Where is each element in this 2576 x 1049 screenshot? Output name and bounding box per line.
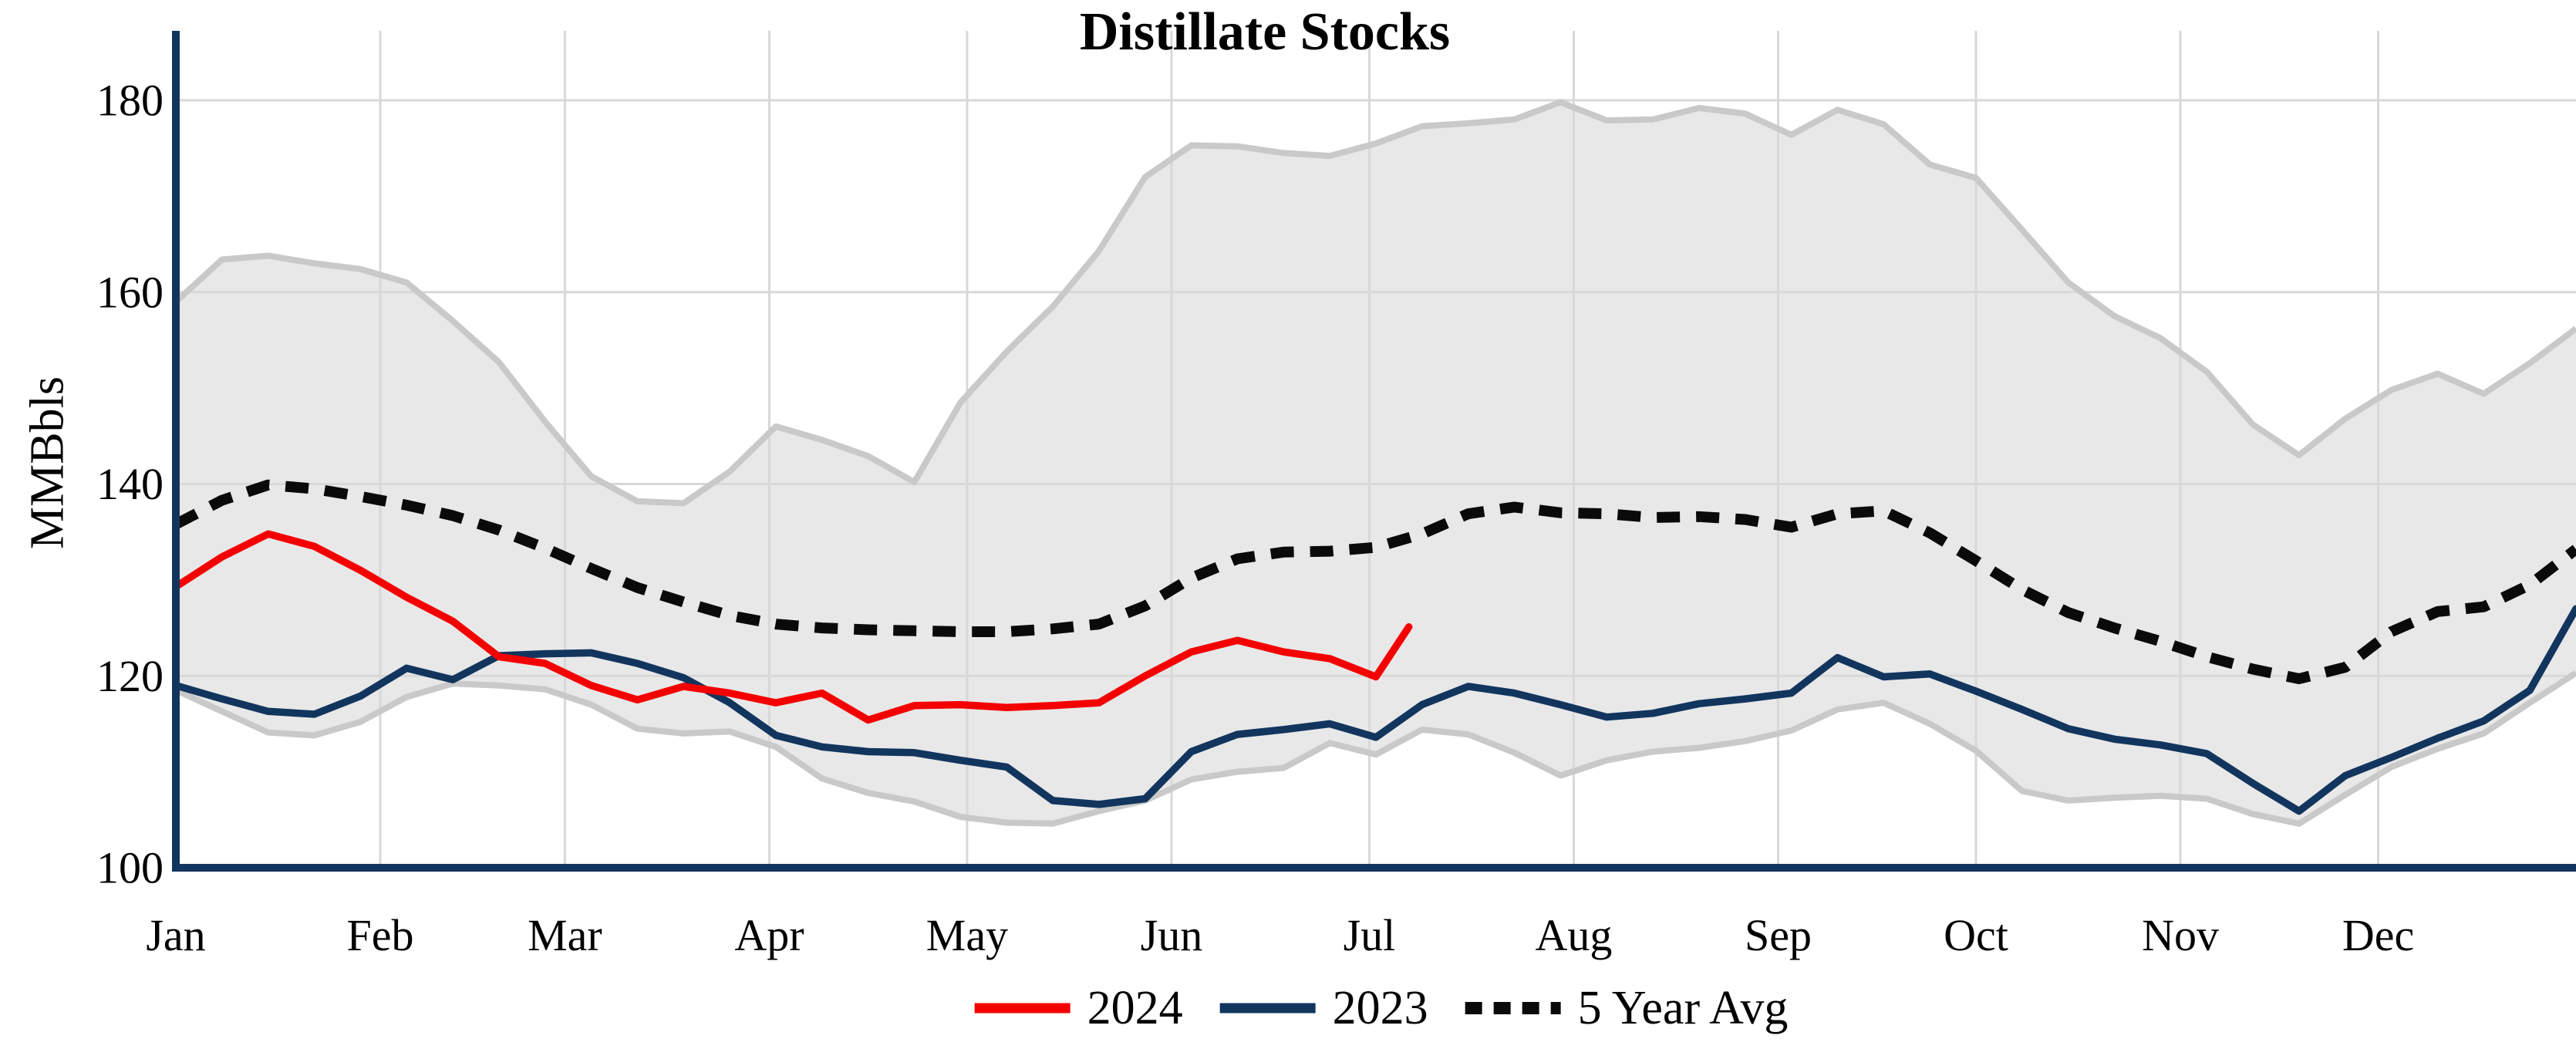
legend-label: 5 Year Avg [1577,982,1789,1034]
legend-swatch-line-1 [1219,1003,1316,1014]
five-year-range-band [176,102,2576,824]
legend-item-2023: 2023 [1219,984,1428,1032]
five-year-avg-line [173,479,2576,684]
chart-title: Distillate Stocks [1079,2,1451,62]
x-tick-label-Oct: Oct [1944,910,2008,960]
x-tick-label-Nov: Nov [2142,910,2219,960]
x-tick-label-Apr: Apr [734,910,804,960]
x-tick-label-Mar: Mar [528,910,602,960]
y-tick-label-100: 100 [96,843,164,893]
y-tick-label-180: 180 [96,76,164,126]
series-2023-line [172,605,2576,815]
series-2024-line [172,530,1413,724]
legend-swatch-dashed-2 [1465,1002,1561,1014]
five-year-range-bottom-edge [174,670,2576,827]
x-tick-label-Jun: Jun [1141,910,1203,960]
x-tick-label-May: May [926,910,1008,960]
legend-swatch-line-0 [974,1003,1071,1014]
x-tick-label-Sep: Sep [1745,910,1812,960]
x-tick-label-Dec: Dec [2342,910,2414,960]
legend: 2024 2023 5 Year Avg [973,982,1789,1034]
x-tick-label-Jul: Jul [1344,910,1396,960]
legend-label: 2024 [1087,982,1183,1034]
x-tick-label-Feb: Feb [347,910,414,960]
x-tick-label-Aug: Aug [1536,910,1613,960]
y-axis-label: MMBbls [21,376,74,549]
y-tick-label-160: 160 [96,267,164,317]
legend-item-2024: 2024 [973,984,1183,1032]
five-year-range-top-edge [174,99,2576,507]
x-tick-label-Jan: Jan [146,910,205,960]
legend-item-5-year-avg: 5 Year Avg [1464,982,1789,1034]
y-tick-label-120: 120 [96,651,164,701]
legend-label: 2023 [1332,982,1428,1034]
y-tick-label-140: 140 [96,459,164,509]
